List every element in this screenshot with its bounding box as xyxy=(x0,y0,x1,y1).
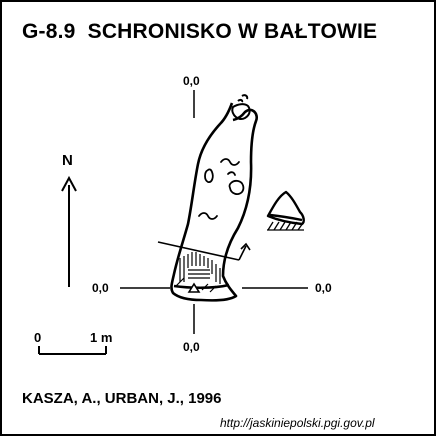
section-marker xyxy=(157,241,251,261)
boulder-symbol xyxy=(204,168,214,183)
elevation-reference-lines xyxy=(120,90,308,334)
loam-symbol xyxy=(220,158,240,166)
elevation-label-bottom: 0,0 xyxy=(183,340,200,354)
elevation-label-top: 0,0 xyxy=(183,74,200,88)
source-url: http://jaskiniepolski.pgi.gov.pl xyxy=(220,416,375,430)
north-arrow xyxy=(61,175,77,287)
survey-station-triangle xyxy=(187,282,201,293)
boulder-symbol xyxy=(228,179,245,195)
cave-code: G-8.9 xyxy=(22,20,76,43)
elevation-label-right: 0,0 xyxy=(315,281,332,295)
side-niche-hatching xyxy=(267,221,304,231)
entrance-sill xyxy=(173,283,230,290)
scale-end-label: 1 m xyxy=(90,330,113,345)
north-label: N xyxy=(62,152,73,169)
scale-bar xyxy=(38,346,107,355)
floor-symbols xyxy=(198,158,245,220)
scale-start-label: 0 xyxy=(34,330,42,345)
authors-credit: KASZA, A., URBAN, J., 1996 xyxy=(22,390,222,407)
chimney-detail xyxy=(231,94,251,120)
elevation-label-left: 0,0 xyxy=(92,281,109,295)
side-niche xyxy=(266,190,305,226)
cave-title: G-8.9 SCHRONISKO W BAŁTOWIE xyxy=(22,20,422,44)
cave-outline xyxy=(170,102,258,302)
sediment-hatching xyxy=(175,252,221,293)
loam-symbol xyxy=(227,171,236,176)
cave-passage xyxy=(170,102,258,302)
loam-symbol xyxy=(198,212,218,220)
cave-name: SCHRONISKO W BAŁTOWIE xyxy=(87,20,378,43)
